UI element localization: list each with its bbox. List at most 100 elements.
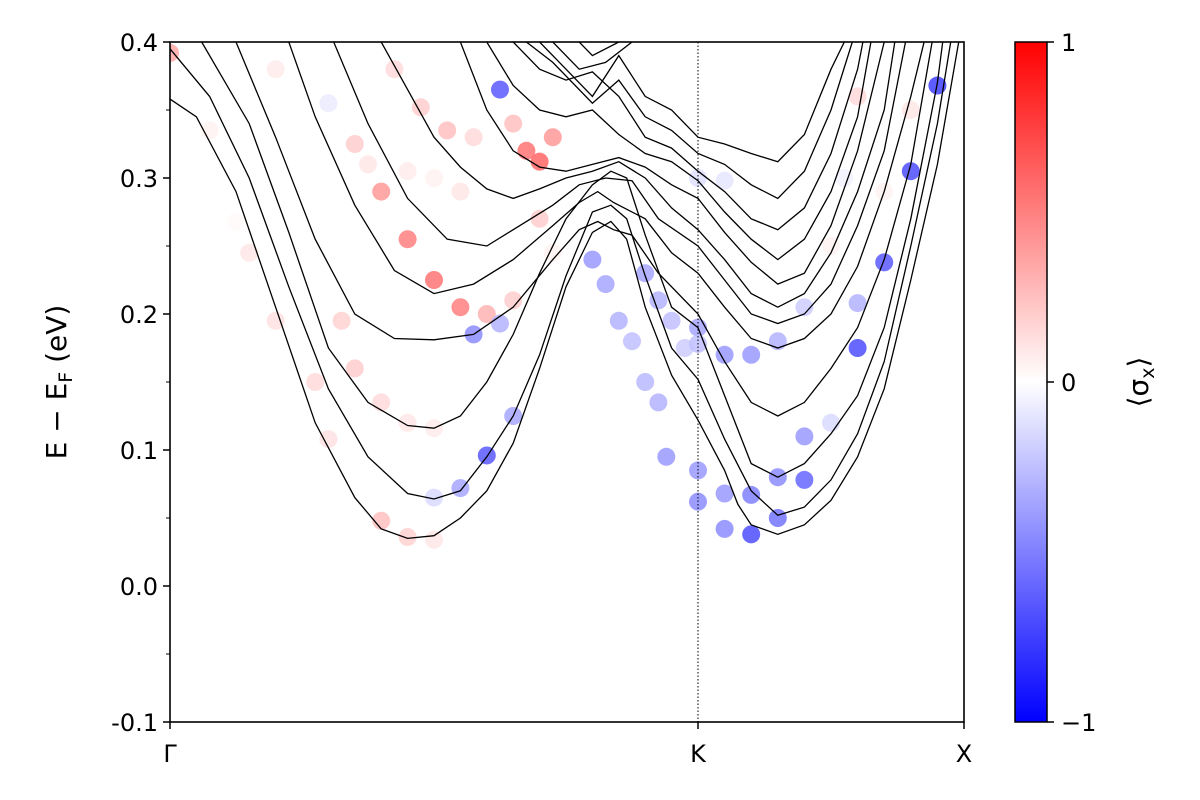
data-point (636, 264, 655, 283)
data-point (901, 162, 920, 181)
data-point (768, 509, 787, 527)
data-point (609, 311, 628, 330)
data-point (491, 80, 509, 99)
data-point (200, 121, 219, 140)
data-point (715, 519, 734, 538)
data-point (398, 413, 417, 432)
x-tick-label: K (690, 740, 707, 768)
data-point (530, 152, 549, 171)
x-tick-label: Γ (163, 740, 177, 768)
colorbar-title-main: ⟨σ (1122, 379, 1155, 408)
data-point (240, 243, 259, 262)
data-point (345, 135, 364, 153)
colorbar: −1 0 1 ⟨σx⟩ (1014, 29, 1159, 737)
data-point (425, 488, 443, 507)
data-point (689, 169, 707, 187)
data-point (848, 339, 867, 357)
data-point (398, 230, 417, 249)
data-point (398, 528, 417, 547)
band-line (578, 42, 620, 57)
y-tick-label: 0.2 (120, 301, 158, 329)
data-point (372, 393, 391, 412)
band-line (459, 42, 885, 285)
data-point (530, 209, 549, 228)
y-axis-title-main: E − E (40, 383, 73, 460)
y-tick-label: 0.3 (120, 165, 158, 193)
data-point (583, 250, 602, 269)
data-point (227, 212, 245, 231)
band-line (333, 42, 907, 325)
plot-area (169, 41, 965, 723)
data-point (425, 530, 443, 549)
colorbar-tick-label: 1 (1061, 29, 1076, 57)
data-point (901, 101, 920, 119)
data-point (491, 314, 509, 333)
colorbar-tick-label: −1 (1061, 709, 1096, 737)
data-point (451, 298, 470, 317)
data-point (477, 305, 496, 323)
data-point (306, 373, 325, 391)
band-line (170, 42, 960, 540)
data-point (742, 345, 761, 364)
x-tick-label: X (956, 740, 972, 768)
y-tick-label: 0.4 (120, 29, 158, 57)
data-point (875, 253, 894, 272)
data-point (822, 413, 840, 432)
spin-texture-points (170, 43, 947, 549)
colorbar-title-subscript: x (1137, 368, 1159, 379)
data-point (425, 271, 443, 289)
band-line (288, 42, 925, 349)
data-point (319, 430, 338, 449)
data-point (636, 373, 655, 391)
data-point (596, 275, 615, 294)
plot-frame (169, 41, 965, 723)
data-point (517, 141, 536, 160)
data-point (543, 128, 562, 147)
colorbar-title: ⟨σx⟩ (1122, 357, 1159, 408)
y-tick-label: 0.1 (120, 437, 158, 465)
data-point (768, 332, 787, 351)
data-point (835, 169, 854, 187)
data-point (359, 155, 377, 174)
data-point (345, 359, 364, 378)
y-axis: -0.1 0.0 0.1 0.2 0.3 0.4 (111, 29, 170, 737)
data-point (266, 311, 285, 330)
data-point (742, 485, 761, 504)
data-point (715, 345, 734, 364)
data-point (464, 128, 483, 147)
data-point (372, 182, 391, 201)
data-point (543, 243, 562, 262)
colorbar-tick-label: 0 (1061, 369, 1076, 397)
band-line (512, 42, 864, 231)
data-point (477, 446, 496, 465)
data-point (795, 427, 814, 446)
data-point (332, 311, 351, 330)
data-point (795, 298, 814, 317)
colorbar-ticks: −1 0 1 (1047, 29, 1096, 737)
data-point (504, 291, 523, 310)
band-line (486, 42, 872, 261)
data-point (385, 60, 404, 79)
data-point (398, 162, 417, 181)
data-point (657, 447, 676, 466)
data-point (662, 311, 681, 330)
band-line (170, 42, 952, 517)
data-point (451, 182, 470, 201)
data-point (649, 291, 668, 310)
y-axis-title: E − EF (eV) (40, 305, 77, 460)
y-tick-label: 0.0 (120, 573, 158, 601)
data-point (623, 332, 641, 351)
data-point (411, 98, 430, 117)
colorbar-gradient (1014, 41, 1048, 723)
data-point (425, 169, 443, 187)
data-point (742, 525, 761, 544)
data-point (438, 121, 457, 140)
band-line (539, 42, 845, 163)
band-line (380, 42, 896, 308)
data-point (504, 114, 523, 133)
data-point (319, 94, 338, 113)
colorbar-title-end: ⟩ (1122, 357, 1155, 368)
data-point (848, 294, 867, 313)
